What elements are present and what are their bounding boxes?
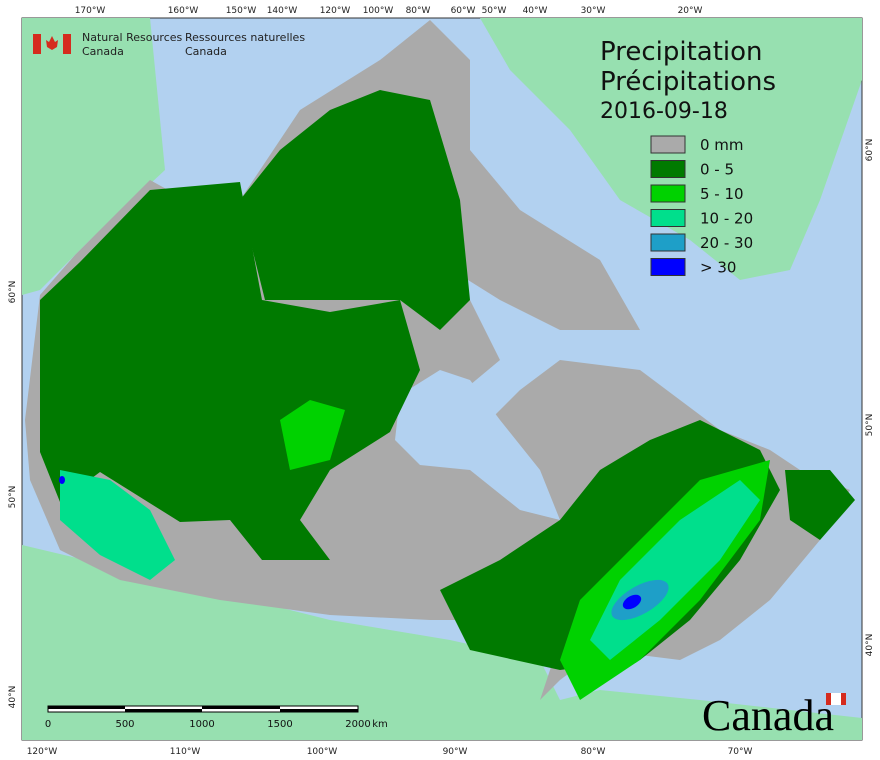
legend-label: 0 - 5 [700, 161, 734, 179]
green-east [440, 420, 780, 670]
legend-label: 20 - 30 [700, 234, 753, 252]
latitude-label: 60°N [8, 281, 18, 304]
longitude-label: 80°W [581, 747, 606, 757]
green-newfoundland [785, 470, 855, 540]
longitude-label: 120°W [320, 6, 351, 16]
maple-leaf [46, 36, 58, 50]
scale-label: 0 [45, 719, 51, 730]
band-over-30 [59, 476, 65, 484]
longitude-label: 100°W [363, 6, 394, 16]
scale-seg [202, 706, 280, 709]
longitude-label: 150°W [226, 6, 257, 16]
wordmark-flag-bar [841, 693, 846, 705]
agency-en: Canada [82, 45, 124, 58]
scale-label: 1500 [267, 719, 292, 730]
legend-swatch [650, 160, 686, 178]
scale-seg [48, 706, 125, 709]
band-over-30 [622, 594, 642, 610]
longitude-label: 110°W [170, 747, 201, 757]
longitude-label: 100°W [307, 747, 338, 757]
scale-bar: 0 500 1000 1500 2000 km [45, 705, 388, 730]
latitude-label: 40°N [8, 686, 18, 709]
latitude-label: 50°N [8, 486, 18, 509]
longitude-label: 120°W [27, 747, 58, 757]
legend-label: 10 - 20 [700, 210, 753, 228]
latitude-label: 40°N [865, 634, 875, 657]
longitude-label: 60°W [451, 6, 476, 16]
scale-label: 2000 [345, 719, 370, 730]
green-west [40, 182, 420, 560]
legend-swatch [650, 135, 686, 154]
wordmark-flag-bar [826, 693, 831, 705]
longitude-label: 140°W [267, 6, 298, 16]
longitude-label: 30°W [581, 6, 606, 16]
legend-swatch [650, 258, 686, 276]
longitude-label: 90°W [443, 747, 468, 757]
longitude-label: 20°W [678, 6, 703, 16]
green-arctic [240, 90, 470, 330]
latitude-label: 60°N [865, 139, 875, 162]
longitude-label: 170°W [75, 6, 106, 16]
legend-label: > 30 [700, 259, 736, 277]
legend: 0 mm 0 - 5 5 - 10 10 - 20 20 - 30 > 30 [650, 135, 753, 277]
wordmark: Canada [702, 691, 834, 740]
scale-label: 500 [115, 719, 134, 730]
legend-label: 5 - 10 [700, 185, 744, 203]
scale-unit: km [372, 719, 388, 730]
scale-seg [280, 709, 358, 712]
longitude-label: 50°W [482, 6, 507, 16]
legend-swatch [650, 184, 686, 203]
graticule-labels: 170°W 160°W 150°W 140°W 120°W 100°W 80°W 60°W 50… [8, 6, 875, 757]
agency-fr: Canada [185, 45, 227, 58]
longitude-label: 40°W [523, 6, 548, 16]
title-fr: Précipitations [600, 67, 776, 97]
latitude-label: 50°N [865, 414, 875, 437]
band-10-20-west [60, 470, 175, 580]
legend-swatch [650, 209, 686, 227]
longitude-label: 160°W [168, 6, 199, 16]
title-date: 2016-09-18 [600, 99, 728, 124]
alaska [22, 18, 165, 295]
hudson-bay [395, 370, 560, 520]
legend-swatch [650, 233, 686, 252]
usa [22, 545, 862, 740]
longitude-label: 70°W [728, 747, 753, 757]
title-en: Precipitation [600, 37, 763, 67]
map-layer [22, 18, 862, 740]
agency-en: Natural Resources [82, 31, 183, 44]
agency-fr: Ressources naturelles [185, 31, 305, 44]
flag-bar [63, 34, 71, 54]
scale-label: 1000 [189, 719, 214, 730]
scale-seg [125, 709, 202, 712]
band-5-10-west [280, 400, 345, 470]
flag-bar [33, 34, 41, 54]
agency-header: Natural Resources Canada Ressources natu… [33, 31, 305, 58]
longitude-label: 80°W [406, 6, 431, 16]
legend-label: 0 mm [700, 136, 744, 154]
